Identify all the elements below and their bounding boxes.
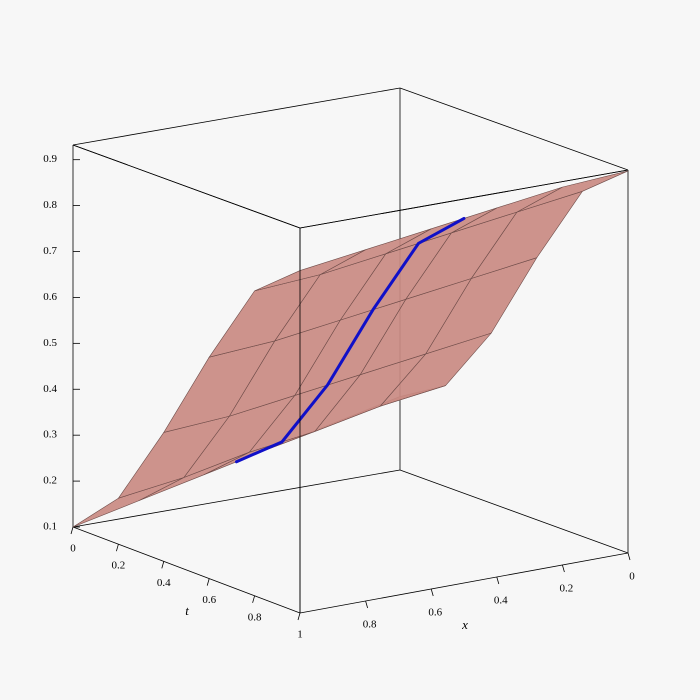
t-tick bbox=[252, 595, 255, 603]
t-tick bbox=[70, 526, 74, 535]
box-edge bbox=[72, 526, 301, 614]
box-edge bbox=[299, 169, 629, 229]
z-tick-label: 0.4 bbox=[43, 383, 57, 395]
t-tick-label: 0.2 bbox=[112, 560, 126, 572]
t-tick-label: 1 bbox=[297, 629, 303, 641]
z-tick-label: 0.1 bbox=[43, 521, 57, 533]
t-tick bbox=[161, 561, 165, 569]
x-tick bbox=[430, 588, 434, 597]
x-tick bbox=[627, 552, 631, 561]
t-tick-label: 0.8 bbox=[248, 611, 262, 623]
t-tick-label: 0.4 bbox=[157, 577, 171, 589]
z-tick-label: 0.5 bbox=[43, 337, 57, 349]
box-edge bbox=[72, 87, 401, 146]
z-tick-label: 0.2 bbox=[43, 475, 57, 487]
box-edge bbox=[72, 144, 301, 229]
x-tick bbox=[562, 564, 565, 573]
t-axis-label: t bbox=[185, 603, 189, 618]
t-tick bbox=[116, 544, 119, 552]
box-edge bbox=[399, 87, 629, 171]
curve bbox=[235, 216, 466, 464]
t-tick-label: 0 bbox=[70, 543, 76, 555]
x-tick bbox=[496, 576, 500, 585]
box-edge bbox=[299, 552, 629, 614]
z-tick-label: 0.6 bbox=[43, 291, 57, 303]
x-axis-label: x bbox=[461, 617, 468, 632]
z-tick-label: 0.9 bbox=[43, 153, 57, 165]
box-edge bbox=[399, 469, 629, 554]
x-tick bbox=[365, 600, 368, 609]
z-tick-label: 0.7 bbox=[43, 245, 57, 257]
t-tick bbox=[206, 578, 210, 586]
x-tick-label: 0.8 bbox=[363, 619, 377, 631]
box-edge bbox=[72, 469, 401, 528]
z-tick-label: 0.8 bbox=[43, 199, 57, 211]
x-tick-label: 0.6 bbox=[428, 607, 442, 619]
x-tick-label: 0 bbox=[629, 571, 635, 583]
t-tick bbox=[297, 612, 301, 621]
x-tick-label: 0.4 bbox=[494, 595, 508, 607]
x-tick-label: 0.2 bbox=[560, 583, 574, 595]
t-tick-label: 0.6 bbox=[202, 594, 216, 606]
z-tick-label: 0.3 bbox=[43, 429, 57, 441]
